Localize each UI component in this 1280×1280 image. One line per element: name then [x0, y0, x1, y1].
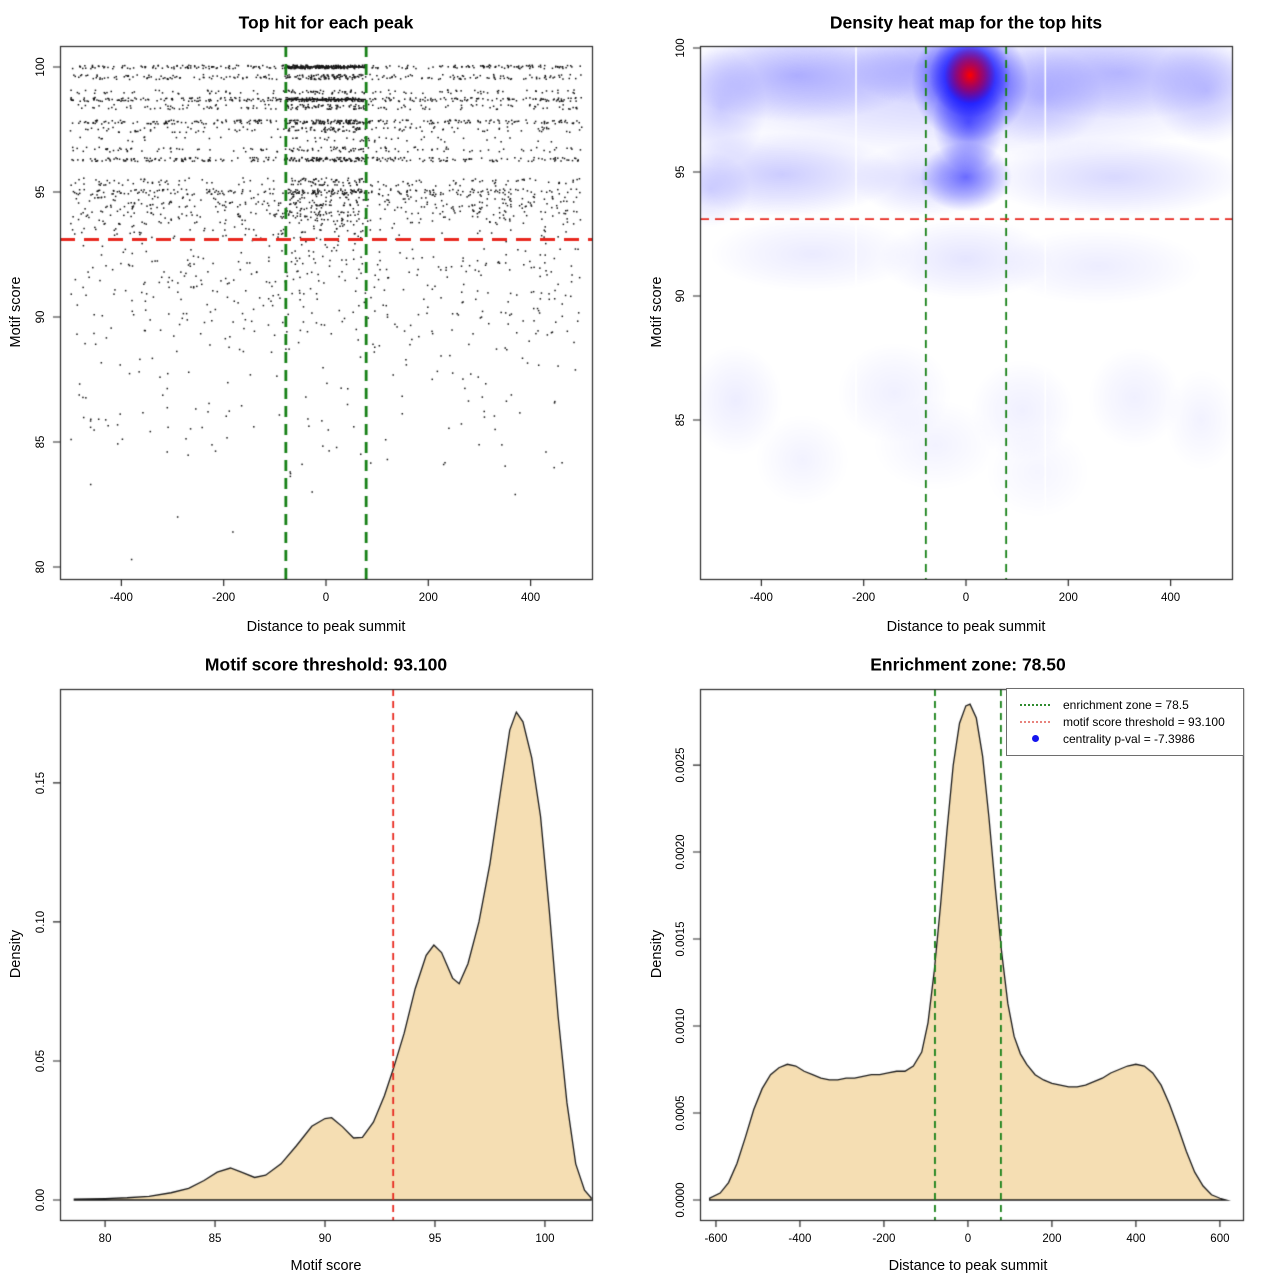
y-tick-label: 0.0020 [675, 834, 687, 870]
y-tick-label: 95 [35, 185, 47, 199]
blue-dot-icon [1015, 735, 1055, 742]
legend-item-label: centrality p-val = -7.3986 [1063, 731, 1195, 746]
y-tick-label: 0.10 [35, 910, 47, 934]
x-tick-label: 600 [1210, 1233, 1230, 1245]
zone-density-title: Enrichment zone: 78.50 [870, 654, 1066, 675]
x-tick-label: -400 [749, 592, 773, 604]
y-tick-label: 100 [675, 38, 687, 58]
x-tick-label: 85 [208, 1233, 222, 1245]
y-tick-label: 80 [35, 560, 47, 574]
x-tick-label: -200 [852, 592, 876, 604]
x-tick-label: 400 [1126, 1233, 1146, 1245]
y-tick-label: 0.0010 [675, 1008, 687, 1044]
x-tick-label: 200 [1042, 1233, 1062, 1245]
y-tick-label: 0.15 [35, 771, 47, 795]
x-tick-label: -200 [872, 1233, 896, 1245]
heatmap-yaxis-label: Motif score [649, 276, 665, 348]
y-tick-label: 95 [675, 165, 687, 179]
legend-item-centrality-pval: centrality p-val = -7.3986 [1015, 730, 1243, 747]
x-tick-label: 400 [521, 592, 541, 604]
y-tick-label: 100 [35, 57, 47, 77]
x-tick-label: -200 [212, 592, 236, 604]
x-tick-label: 0 [322, 592, 330, 604]
x-tick-label: 0 [962, 592, 970, 604]
heatmap-title: Density heat map for the top hits [829, 12, 1103, 33]
x-tick-label: 95 [428, 1233, 442, 1245]
x-tick-label: -400 [788, 1233, 812, 1245]
x-tick-label: 100 [535, 1233, 555, 1245]
scatter-title: Top hit for each peak [238, 12, 414, 33]
x-tick-label: 400 [1161, 592, 1181, 604]
x-tick-label: 200 [1058, 592, 1078, 604]
green-dotted-line-icon [1015, 703, 1055, 706]
red-dotted-line-icon [1015, 720, 1055, 723]
legend-item-enrichment-zone: enrichment zone = 78.5 [1015, 696, 1243, 713]
legend-item-label: motif score threshold = 93.100 [1063, 714, 1225, 729]
legend-item-motif-score-threshold: motif score threshold = 93.100 [1015, 713, 1243, 730]
scatter-yaxis-label: Motif score [8, 276, 24, 348]
y-tick-label: 90 [675, 289, 687, 303]
y-tick-label: 0.0015 [675, 921, 687, 957]
scatter-xaxis-label: Distance to peak summit [246, 619, 406, 635]
score-density-title: Motif score threshold: 93.100 [204, 654, 448, 675]
x-tick-label: -600 [704, 1233, 728, 1245]
x-tick-label: 200 [418, 592, 438, 604]
y-tick-label: 85 [35, 435, 47, 449]
y-tick-label: 0.05 [35, 1049, 47, 1073]
score-density-xaxis-label: Motif score [290, 1258, 362, 1274]
heatmap-xaxis-label: Distance to peak summit [886, 619, 1046, 635]
y-tick-label: 0.00 [35, 1188, 47, 1212]
x-tick-label: 80 [98, 1233, 112, 1245]
legend-item-label: enrichment zone = 78.5 [1063, 697, 1189, 712]
y-tick-label: 0.0025 [675, 747, 687, 783]
y-tick-label: 0.0005 [675, 1095, 687, 1131]
x-tick-label: -400 [109, 592, 133, 604]
y-tick-label: 0.0000 [675, 1182, 687, 1218]
x-tick-label: 0 [964, 1233, 972, 1245]
x-tick-label: 90 [318, 1233, 332, 1245]
zone-density-xaxis-label: Distance to peak summit [888, 1258, 1048, 1274]
score-density-yaxis-label: Density [8, 929, 24, 979]
zone-density-legend: enrichment zone = 78.5 motif score thres… [1006, 688, 1244, 756]
y-tick-label: 85 [675, 413, 687, 427]
zone-density-yaxis-label: Density [649, 929, 665, 979]
y-tick-label: 90 [35, 310, 47, 324]
